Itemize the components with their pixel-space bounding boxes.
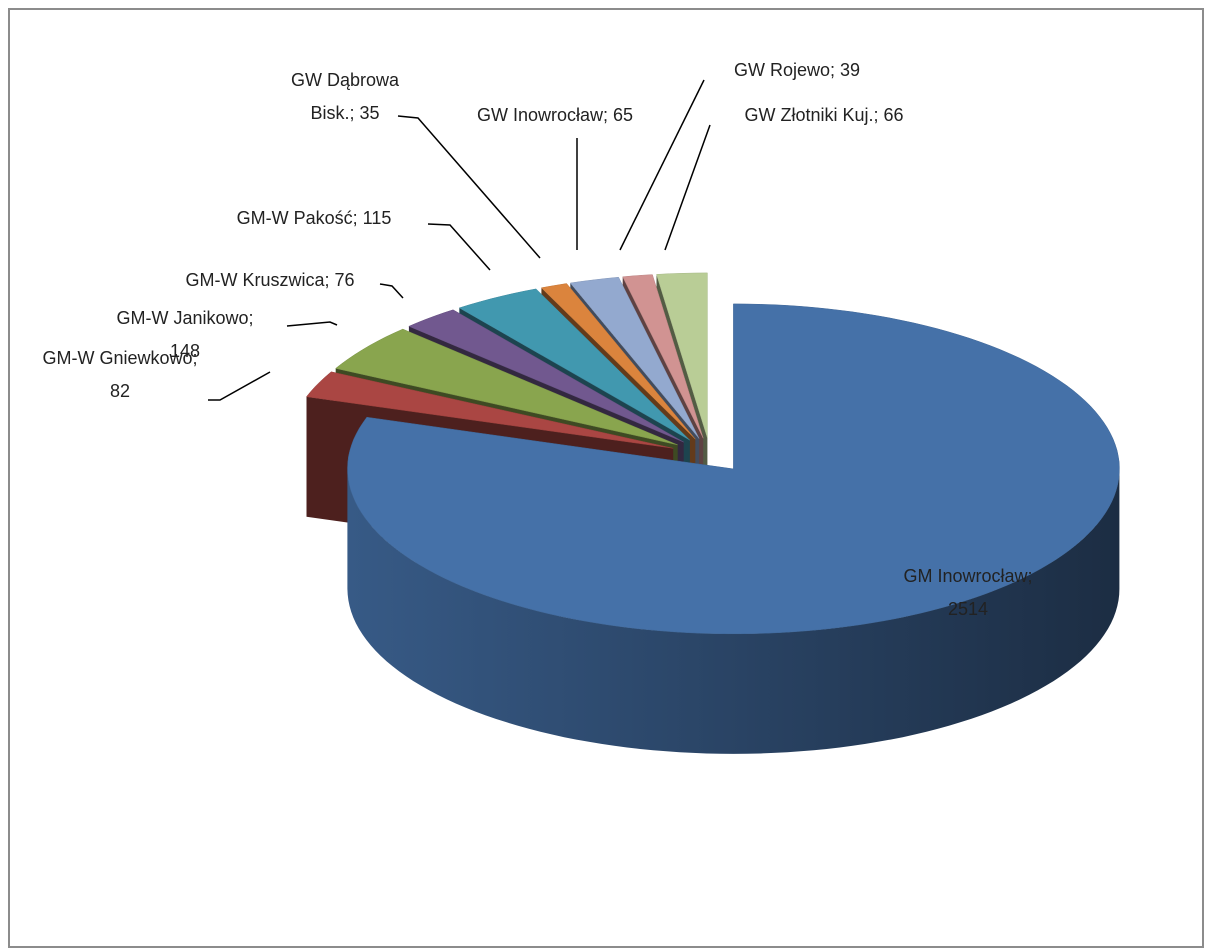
leader-line: [427, 223, 491, 271]
data-label: GW Dąbrowa Bisk.; 35: [283, 64, 408, 130]
slice-top: [656, 272, 708, 438]
page: {"chart_data": {"type": "pie", "categori…: [8, 8, 1204, 948]
label-separator: ;: [1027, 566, 1038, 586]
slice-side: [347, 468, 1120, 754]
label-name: GW Dąbrowa Bisk.: [290, 70, 405, 123]
label-name: GM-W Pakość: [236, 208, 353, 228]
data-label: GW Złotniki Kuj.; 66: [664, 99, 984, 132]
label-separator: ;: [324, 270, 335, 290]
data-label: GM-W Gniewkowo; 82: [30, 342, 210, 408]
slice-top: [540, 283, 696, 440]
slice: [347, 303, 1120, 754]
label-name: GM-W Janikowo: [116, 308, 249, 328]
leader-line: [397, 115, 541, 259]
leader-line: [619, 79, 705, 251]
leader-line: [379, 283, 404, 299]
data-label: GM-W Janikowo; 148: [105, 302, 265, 368]
label-separator: ;: [829, 60, 840, 80]
data-label: GM Inowrocław; 2514: [888, 560, 1048, 626]
label-value: 39: [840, 60, 861, 80]
slice-top: [347, 303, 1120, 635]
label-name: GW Inowrocław: [476, 105, 603, 125]
chart: [208, 79, 1120, 754]
label-value: 35: [359, 103, 380, 123]
label-value: 76: [334, 270, 355, 290]
label-value: 2514: [947, 599, 989, 619]
data-label: GM-W Kruszwica; 76: [110, 264, 430, 297]
label-value: 148: [169, 341, 201, 361]
label-name: GW Złotniki Kuj.: [744, 105, 874, 125]
data-label: GW Rojewo; 39: [637, 54, 957, 87]
leader-line: [286, 321, 338, 327]
label-separator: ;: [352, 208, 363, 228]
slice-top: [569, 276, 700, 439]
label-name: GW Rojewo: [733, 60, 830, 80]
label-value: 115: [362, 208, 392, 228]
label-separator: ;: [248, 308, 259, 328]
slice-top: [458, 288, 691, 441]
label-separator: ;: [349, 103, 360, 123]
label-value: 66: [883, 105, 904, 125]
label-value: 82: [109, 381, 131, 401]
label-separator: ;: [192, 348, 203, 368]
data-label: GM-W Pakość; 115: [154, 202, 474, 235]
slice-top: [335, 328, 678, 446]
label-name: GM Inowrocław: [903, 566, 1028, 586]
label-value: 65: [613, 105, 634, 125]
leader-line: [664, 124, 711, 251]
label-separator: ;: [602, 105, 613, 125]
slice-top: [622, 274, 704, 439]
data-label: GW Inowrocław; 65: [395, 99, 715, 132]
label-name: GM-W Kruszwica: [185, 270, 325, 290]
slice-top: [306, 371, 674, 449]
label-separator: ;: [873, 105, 884, 125]
leader-line: [208, 371, 271, 401]
label-name: GM-W Gniewkowo: [42, 348, 193, 368]
slice-top: [408, 309, 684, 443]
